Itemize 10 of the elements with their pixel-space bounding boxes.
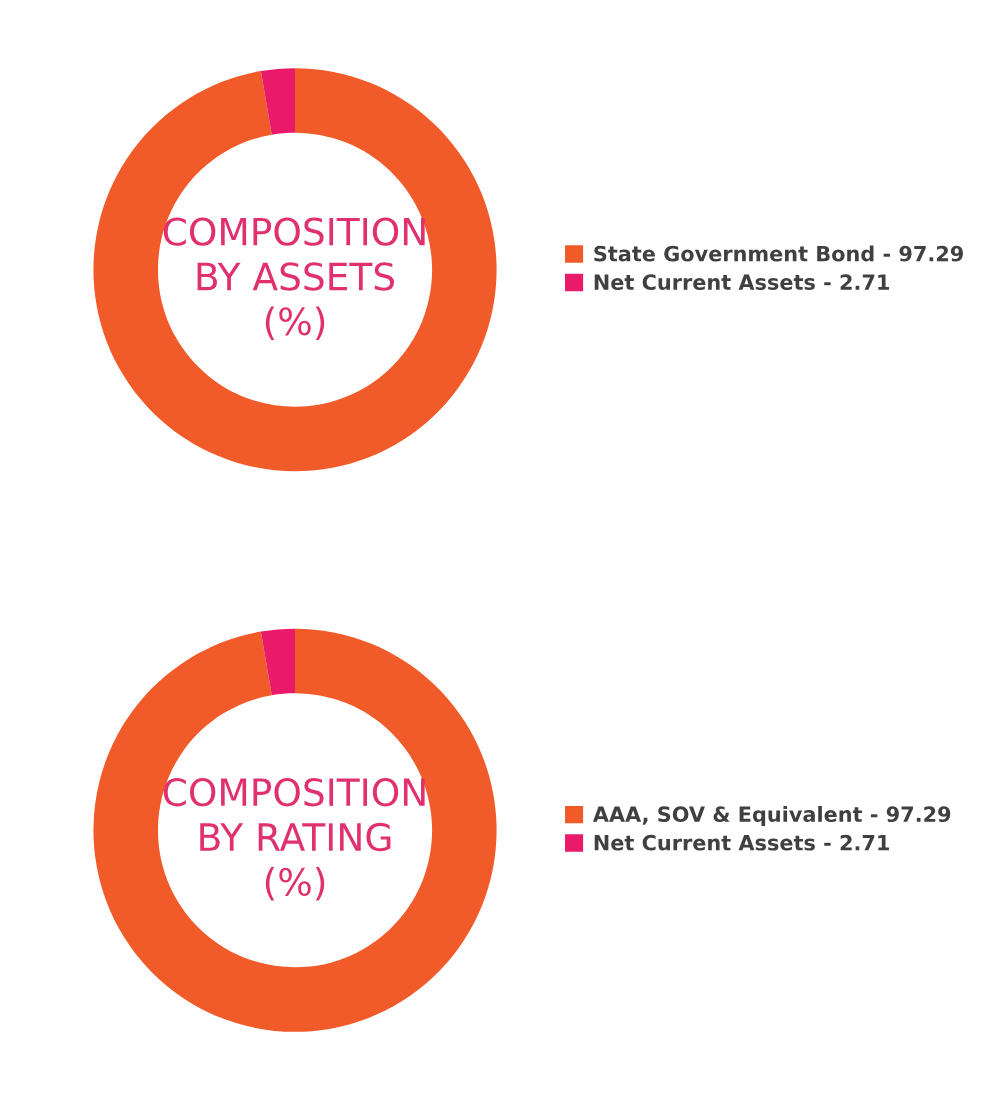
- legend-label: State Government Bond - 97.29: [594, 245, 963, 262]
- legend-label: AAA, SOV & Equivalent - 97.29: [592, 805, 951, 827]
- legend-label: Net Current Assets - 2.71: [594, 834, 889, 851]
- legend-label: Net Current Assets - 2.71: [594, 274, 889, 291]
- donut-slice: [260, 68, 296, 135]
- donut-slice: [260, 628, 296, 696]
- donut-slice: [93, 68, 497, 472]
- text: COMPOSITION BY ASSETS (%): [163, 217, 425, 340]
- text: COMPOSITION BY RATING (%): [163, 778, 425, 901]
- donut-slice: [93, 628, 497, 1032]
